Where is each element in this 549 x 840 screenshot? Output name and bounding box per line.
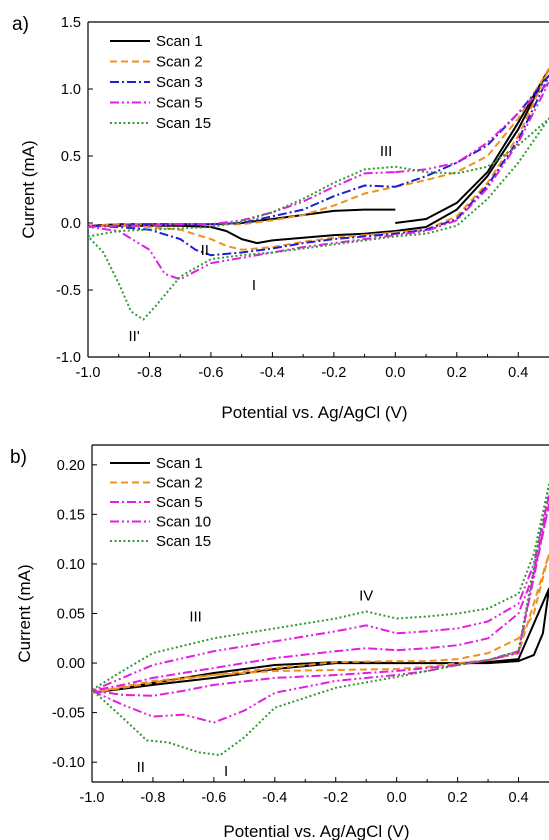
x-tick-label: -1.0 <box>76 365 101 381</box>
series-line-scan-10 <box>92 493 549 724</box>
x-tick-label: -1.0 <box>80 790 105 806</box>
legend-label: Scan 2 <box>156 54 203 71</box>
peak-annotation: III <box>380 143 393 160</box>
peak-annotation: IV <box>359 588 373 605</box>
x-axis-label: Potential vs. Ag/AgCl (V) <box>221 403 407 422</box>
y-tick-label: 0.00 <box>57 656 85 672</box>
peak-annotation: I <box>252 277 256 294</box>
y-tick-label: 1.0 <box>61 82 81 98</box>
x-axis-label: Potential vs. Ag/AgCl (V) <box>223 822 409 840</box>
x-tick-label: 0.0 <box>385 365 405 381</box>
series-line-scan-5 <box>92 503 549 697</box>
legend-label: Scan 15 <box>156 533 211 550</box>
y-tick-label: 0.5 <box>61 149 81 165</box>
series-line-scan-5 <box>88 81 549 281</box>
x-tick-label: 0.4 <box>508 790 528 806</box>
y-tick-label: -0.05 <box>52 706 85 722</box>
x-tick-label: -0.8 <box>137 365 162 381</box>
x-tick-label: -0.4 <box>262 790 287 806</box>
chart-panel-b: -1.0 -0.8 -0.6 -0.4 -0.2 0.0 0.2 0.4 -0.10 -0.05 0… <box>10 444 549 840</box>
x-tick-label: -0.4 <box>260 365 285 381</box>
peak-annotation: II <box>201 242 209 259</box>
y-tick-label: 0.05 <box>57 607 85 623</box>
x-tick-label: -0.6 <box>198 365 223 381</box>
x-tick-label: -0.2 <box>323 790 348 806</box>
series-line-scan-2 <box>92 553 549 694</box>
y-tick-label: 0.15 <box>57 507 85 523</box>
x-tick-label: -0.2 <box>321 365 346 381</box>
y-tick-label: -0.5 <box>56 283 81 299</box>
panel-label: a) <box>12 14 29 35</box>
peak-annotation: II <box>137 759 145 776</box>
x-tick-label: 0.2 <box>448 790 468 806</box>
legend-label: Scan 2 <box>156 475 203 492</box>
chart-panel-a: -1.0 -0.8 -0.6 -0.4 -0.2 0.0 0.2 0.4 -1.0 -0.5 0.0… <box>12 14 549 422</box>
legend-label: Scan 1 <box>156 33 203 50</box>
series-line-scan-15 <box>88 117 549 321</box>
legend-label: Scan 5 <box>156 95 203 112</box>
legend-label: Scan 3 <box>156 74 203 91</box>
peak-annotation: III <box>189 608 202 625</box>
legend-label: Scan 5 <box>156 494 203 511</box>
y-tick-label: -1.0 <box>56 350 81 366</box>
y-tick-label: 0.0 <box>61 216 81 232</box>
y-axis-label: Current (mA) <box>19 140 38 238</box>
y-tick-label: -0.10 <box>52 755 85 771</box>
x-tick-label: 0.0 <box>387 790 407 806</box>
x-tick-label: 0.4 <box>508 365 528 381</box>
y-axis-label: Current (mA) <box>15 564 34 662</box>
x-tick-label: -0.6 <box>201 790 226 806</box>
x-tick-label: 0.2 <box>447 365 467 381</box>
series-line-scan-2 <box>88 67 549 251</box>
legend-label: Scan 10 <box>156 514 211 531</box>
y-tick-label: 1.5 <box>61 15 81 31</box>
series-line-scan-15 <box>92 483 549 757</box>
legend-label: Scan 1 <box>156 455 203 472</box>
panel-label: b) <box>10 447 27 468</box>
legend-label: Scan 15 <box>156 115 211 132</box>
series-line-scan-1 <box>92 587 549 694</box>
y-tick-label: 0.10 <box>57 557 85 573</box>
peak-annotation: I <box>224 763 228 780</box>
y-tick-label: 0.20 <box>57 458 85 474</box>
x-tick-label: -0.8 <box>140 790 165 806</box>
peak-annotation: II' <box>128 328 139 345</box>
